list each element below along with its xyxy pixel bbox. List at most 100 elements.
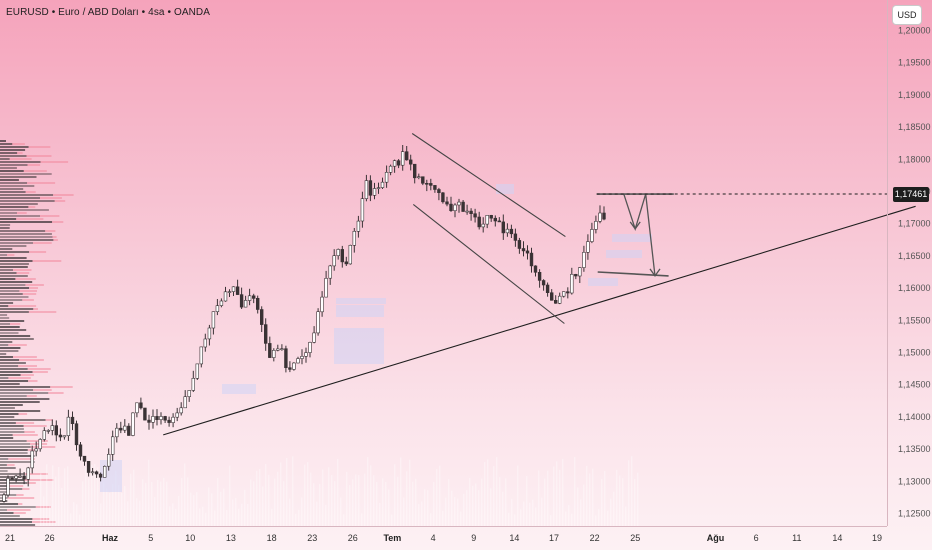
volume-zone [588, 278, 618, 286]
volume-profile-bar [32, 518, 50, 520]
volume-bar [64, 468, 66, 526]
candle-body [42, 430, 47, 440]
currency-selector[interactable]: USD [892, 5, 922, 25]
volume-profile-bar [27, 182, 56, 184]
candle-body [191, 377, 195, 391]
volume-profile-bar [28, 146, 51, 148]
support-line[interactable] [597, 271, 669, 277]
candle-body [453, 204, 457, 211]
volume-profile-bar [33, 242, 52, 244]
candle-body [123, 425, 127, 431]
volume-bar [190, 492, 192, 526]
candle-body [111, 436, 115, 455]
volume-bar [601, 479, 603, 526]
volume-profile-bar [32, 260, 62, 262]
volume-profile-bar [17, 152, 23, 154]
volume-profile-bar [0, 431, 25, 433]
time-tick-label: 23 [307, 533, 317, 543]
volume-profile-bar [0, 182, 28, 184]
time-tick-label: 26 [348, 533, 358, 543]
time-tick-label: 14 [832, 533, 842, 543]
volume-profile-bar [0, 362, 26, 364]
candle-body [344, 261, 348, 265]
candle-body [115, 427, 119, 438]
volume-bar [205, 512, 207, 526]
candle-body [127, 425, 131, 436]
price-tick-label: 1,13000 [898, 476, 931, 486]
volume-profile-bar [17, 212, 27, 214]
volume-bar [289, 498, 291, 526]
candle-body [324, 277, 328, 298]
volume-profile-bar [0, 263, 29, 265]
volume-bar [280, 462, 282, 526]
volume-profile-bar [0, 197, 40, 199]
volume-bar [247, 504, 249, 526]
volume-bar [349, 485, 351, 526]
volume-bar [316, 501, 318, 526]
volume-bar [361, 513, 363, 526]
volume-profile-bar [0, 479, 25, 481]
volume-profile-bar [0, 470, 8, 472]
candle-body [513, 233, 518, 241]
price-tick-label: 1,19500 [898, 58, 931, 68]
volume-profile-bar [13, 512, 26, 514]
volume-profile-bar [0, 257, 27, 259]
volume-profile-bar [0, 179, 19, 181]
volume-bar [541, 497, 543, 526]
candle-body [187, 390, 191, 397]
volume-profile-bar [24, 479, 54, 481]
volume-profile-bar [0, 341, 13, 343]
volume-profile-bar [26, 395, 37, 397]
candle-body [582, 252, 586, 268]
volume-profile-bar [0, 335, 31, 337]
time-tick-label: 17 [549, 533, 559, 543]
candle-body [223, 291, 228, 302]
volume-bar [175, 508, 177, 526]
channel-upper-line[interactable] [411, 133, 566, 238]
candle-body [58, 434, 63, 438]
candle-body [163, 416, 167, 421]
volume-bar [91, 464, 93, 526]
volume-profile-bar [0, 446, 31, 448]
candle-body [570, 273, 574, 294]
volume-bar [127, 501, 129, 526]
candle-body [408, 159, 413, 165]
channel-lower-line[interactable] [412, 203, 565, 324]
volume-bar [160, 481, 162, 526]
candle-body [46, 430, 51, 432]
volume-bar [526, 476, 528, 526]
volume-bar [340, 497, 342, 526]
volume-profile-bar [0, 383, 20, 385]
volume-profile-bar [0, 185, 35, 187]
candle-body [255, 297, 260, 310]
volume-bar [322, 469, 324, 526]
candle-body [215, 305, 220, 313]
volume-profile-bar [0, 245, 27, 247]
ascending-trendline[interactable] [163, 205, 916, 436]
candle-body [465, 210, 469, 213]
candle-body [167, 419, 171, 423]
volume-bar [472, 485, 474, 526]
time-tick-label: 21 [5, 533, 15, 543]
volume-profile-bar [32, 371, 48, 373]
volume-profile-bar [0, 455, 35, 457]
volume-bar [559, 469, 561, 526]
volume-bar [583, 484, 585, 526]
time-axis[interactable]: 21 26 Haz 5 10 13 18 23 26 Tem 4 9 14 17 22 25 Ağu 6 11 14 1… [0, 526, 887, 544]
volume-bar [379, 502, 381, 526]
volume-bar [550, 515, 552, 526]
candle-body [203, 338, 207, 348]
volume-bar [241, 503, 243, 526]
price-axis[interactable]: 1,12500 1,13000 1,13500 1,14000 1,14500 1,150… [887, 0, 931, 526]
volume-bar [625, 506, 627, 526]
volume-bar [151, 481, 153, 526]
candle-body [179, 407, 183, 414]
projection-path[interactable] [623, 193, 656, 276]
volume-bar [136, 498, 138, 526]
drawing-tools[interactable] [163, 133, 916, 436]
volume-bar [505, 478, 507, 526]
candle-body [425, 183, 429, 185]
volume-bar [157, 480, 159, 526]
